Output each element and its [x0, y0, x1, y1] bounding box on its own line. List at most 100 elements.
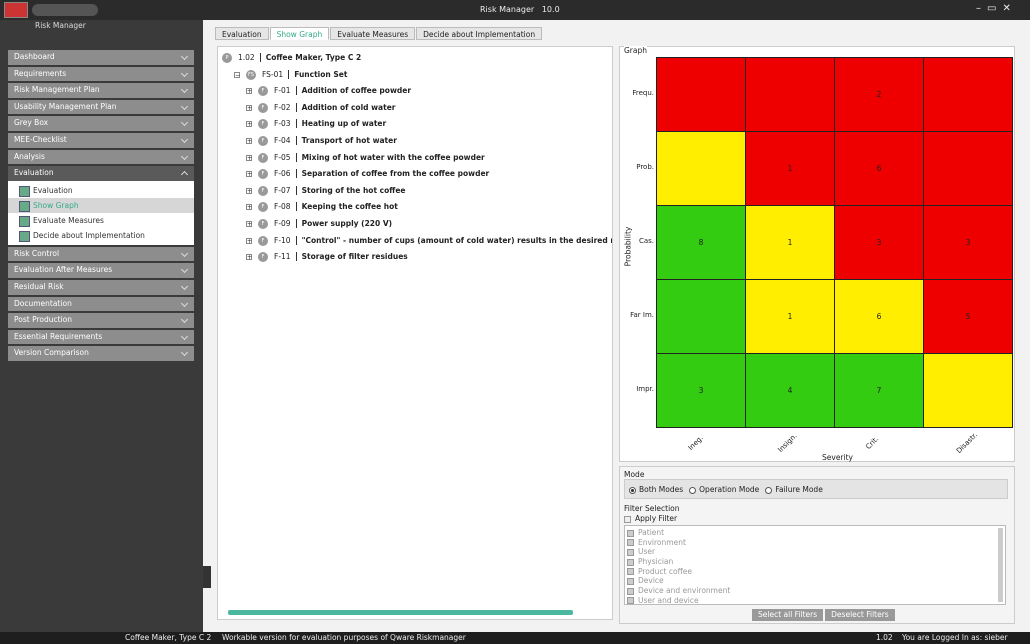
menu-item[interactable]: Essential Requirements: [8, 329, 194, 345]
submenu-item[interactable]: Decide about Implementation: [8, 228, 194, 243]
filter-item[interactable]: Environment: [627, 538, 1003, 548]
column-label: Crit.: [863, 434, 880, 452]
expander[interactable]: +: [246, 88, 253, 96]
filter-title: Filter Selection: [624, 504, 680, 513]
tree-row[interactable]: + F F-08 Keeping the coffee hot: [222, 199, 612, 216]
v-scrollbar[interactable]: [998, 528, 1003, 602]
expander[interactable]: +: [246, 204, 253, 212]
menu-item[interactable]: Documentation: [8, 296, 194, 312]
tree-row[interactable]: + F F-09 Power supply (220 V): [222, 216, 612, 233]
separator: [295, 102, 297, 112]
expander[interactable]: +: [246, 237, 253, 245]
node-id: F-11: [274, 252, 291, 262]
expander[interactable]: +: [246, 171, 253, 179]
row-label: Cas.: [638, 237, 654, 245]
node-id: F-07: [274, 185, 291, 195]
node-label: "Control" - number of cups (amount of co…: [301, 235, 612, 245]
tree-row[interactable]: + F F-03 Heating up of water: [222, 116, 612, 133]
node-id: 1.02: [238, 53, 255, 62]
expander[interactable]: +: [246, 104, 253, 112]
row-label: Frequ.: [632, 89, 654, 97]
node-label: Transport of hot water: [301, 135, 397, 145]
submenu-item[interactable]: Evaluation: [8, 183, 194, 198]
tree-row[interactable]: + F F-04 Transport of hot water: [222, 133, 612, 150]
filter-item[interactable]: Physician: [627, 557, 1003, 567]
tree-row[interactable]: + F F-07 Storing of the hot coffee: [222, 183, 612, 200]
expander[interactable]: +: [246, 254, 253, 262]
filter-item[interactable]: Patient: [627, 528, 1003, 538]
tree-row[interactable]: + F F-01 Addition of coffee powder: [222, 83, 612, 100]
matrix-cell: 7: [834, 353, 924, 428]
filter-button[interactable]: Select all Filters: [752, 609, 824, 621]
tab[interactable]: Decide about Implementation: [416, 27, 543, 40]
mode-label: Failure Mode: [775, 485, 823, 494]
menu-item[interactable]: Evaluation: [8, 166, 194, 181]
tree-row[interactable]: + F F-05 Mixing of hot water with the coffe…: [222, 150, 612, 167]
apply-filter[interactable]: Apply Filter: [624, 514, 677, 523]
menu-item[interactable]: Requirements: [8, 66, 194, 82]
menu-item[interactable]: Version Comparison: [8, 346, 194, 361]
tree-row[interactable]: + F F-11 Storage of filter residues: [222, 249, 612, 266]
checkbox: [627, 558, 634, 566]
window-controls[interactable]: –▭✕: [976, 3, 1017, 14]
row-label: Prob.: [636, 163, 654, 171]
settings-panel: Mode Both Modes Operation Mode Failure Mod…: [619, 466, 1015, 624]
matrix-cell: [923, 57, 1013, 132]
tree-row[interactable]: + F F-06 Separation of coffee from the coff…: [222, 166, 612, 183]
tree-row[interactable]: + F F-10 "Control" - number of cups (amount…: [222, 233, 612, 250]
menu-item[interactable]: Grey Box: [8, 116, 194, 131]
filter-item[interactable]: Product coffee: [627, 567, 1003, 577]
filter-item[interactable]: User: [627, 547, 1003, 557]
submenu-item[interactable]: Show Graph: [8, 197, 194, 213]
node-label: Mixing of hot water with the coffee powd…: [301, 152, 485, 162]
node-badge: F: [258, 119, 268, 130]
node-id: F-02: [274, 102, 291, 112]
expander[interactable]: −: [234, 71, 241, 79]
expander[interactable]: +: [246, 137, 253, 145]
menu-item[interactable]: Residual Risk: [8, 279, 194, 295]
menu-item[interactable]: Risk Control: [8, 246, 194, 262]
toolbar-icons[interactable]: [32, 4, 98, 16]
tab[interactable]: Evaluate Measures: [330, 27, 416, 40]
expander[interactable]: +: [246, 121, 253, 129]
tab[interactable]: Show Graph: [269, 27, 330, 40]
filter-label: Device and environment: [638, 586, 731, 596]
menu-item[interactable]: MEE-Checklist: [8, 132, 194, 148]
tab[interactable]: Evaluation: [215, 27, 269, 40]
mode-option[interactable]: Failure Mode: [765, 485, 823, 494]
filter-button[interactable]: Deselect Filters: [825, 609, 895, 621]
tree-row[interactable]: + F F-02 Addition of cold water: [222, 100, 612, 117]
matrix-cell: 6: [834, 279, 924, 354]
menu-item[interactable]: Post Production: [8, 313, 194, 328]
filter-item[interactable]: User and device: [627, 596, 1003, 606]
checkbox: [627, 587, 634, 595]
menu-item[interactable]: Analysis: [8, 149, 194, 165]
node-badge: F: [258, 86, 268, 97]
separator: [295, 202, 297, 212]
menu-item[interactable]: Evaluation After Measures: [8, 263, 194, 278]
node-badge: F: [258, 135, 268, 146]
filter-item[interactable]: Device: [627, 576, 1003, 586]
risk-matrix: Frequ. 2 Prob. 1 6 Cas. 8 1 3 3 Far Im. 1 6 5 Impr. 3 4 7…: [620, 47, 1016, 463]
node-label: Storing of the hot coffee: [301, 185, 406, 195]
mode-label: Operation Mode: [699, 485, 760, 494]
node-label: Storage of filter residues: [301, 252, 408, 262]
node-badge: F: [258, 235, 268, 246]
filter-item[interactable]: Device and environment: [627, 586, 1003, 596]
expander[interactable]: +: [246, 154, 253, 162]
menu-item[interactable]: Usability Management Plan: [8, 99, 194, 115]
tree-row[interactable]: − FS FS-01 Function Set: [222, 67, 612, 84]
mode-title: Mode: [624, 470, 645, 479]
collapse-toggle[interactable]: [203, 566, 211, 588]
mode-option[interactable]: Both Modes: [629, 485, 683, 494]
h-scrollbar[interactable]: [228, 610, 573, 615]
mode-option[interactable]: Operation Mode: [689, 485, 759, 494]
tree-row[interactable]: P 1.02 Coffee Maker, Type C 2: [222, 50, 612, 67]
expander[interactable]: +: [246, 220, 253, 228]
menu-item[interactable]: Dashboard: [8, 50, 194, 65]
matrix-cell: 8: [656, 205, 746, 280]
menu-item[interactable]: Risk Management Plan: [8, 83, 194, 98]
submenu-item[interactable]: Evaluate Measures: [8, 213, 194, 228]
expander[interactable]: +: [246, 187, 253, 195]
